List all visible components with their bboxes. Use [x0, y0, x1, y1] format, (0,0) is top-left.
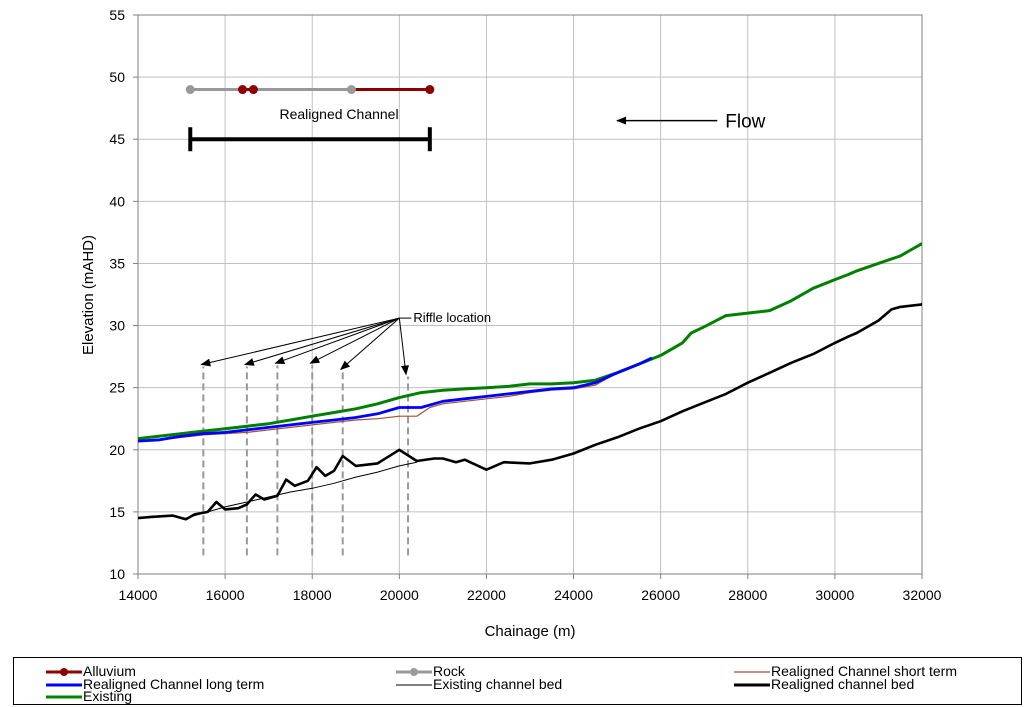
x-axis-label: Chainage (m)	[485, 623, 576, 640]
legend-item-alluvium: Alluvium	[46, 663, 136, 679]
legend: Alluvium Rock Realigned Channel short te…	[13, 657, 1022, 705]
legend-swatch-short-term	[734, 670, 770, 673]
legend-item-rock: Rock	[396, 663, 465, 679]
series-line-existing-bed	[181, 461, 417, 520]
x-tick-label: 18000	[293, 587, 332, 603]
legend-label-rock: Rock	[433, 663, 465, 679]
x-tick-label: 26000	[641, 587, 680, 603]
x-tick-label: 32000	[903, 587, 942, 603]
legend-item-realigned-bed: Realigned channel bed	[734, 676, 915, 692]
y-tick-label: 40	[109, 193, 125, 209]
series-line-long-term	[138, 356, 653, 443]
realigned-channel-label: Realigned Channel	[279, 106, 398, 122]
riffle-label: Riffle location	[413, 310, 491, 325]
legend-swatch-rock	[396, 667, 432, 676]
riffle-arrow	[339, 317, 400, 371]
riffle-arrow	[398, 318, 409, 376]
series-line-existing	[138, 242, 922, 441]
riffle-arrow	[243, 317, 400, 366]
x-tick-label: 28000	[728, 587, 767, 603]
legend-item-existing: Existing	[46, 688, 133, 704]
riffle-arrow	[200, 317, 400, 367]
y-tick-label: 35	[109, 255, 125, 271]
y-tick-label: 55	[109, 7, 125, 23]
x-tick-label: 22000	[467, 587, 506, 603]
series-line-realigned-bed	[138, 301, 922, 521]
plot-frame	[137, 14, 923, 575]
rock-marker	[346, 85, 356, 95]
legend-swatch-long-term	[46, 683, 82, 686]
x-tick-label: 14000	[119, 587, 158, 603]
legend-label-existing: Existing	[83, 688, 133, 704]
legend-swatch-existing	[46, 695, 82, 698]
alluvium-marker	[248, 85, 258, 95]
legend-label-long-term: Realigned Channel long term	[83, 676, 265, 692]
y-tick-label: 30	[109, 318, 125, 334]
legend-swatch-alluvium	[46, 667, 82, 676]
y-tick-label: 50	[109, 69, 125, 85]
legend-swatch-existing-bed	[396, 684, 432, 685]
legend-label-existing-bed: Existing channel bed	[433, 676, 563, 692]
legend-swatch-realigned-bed	[734, 683, 770, 686]
chart-canvas: 14000 16000 18000 20000 22000 24000 26000 28000…	[80, 7, 942, 640]
riffle-arrow	[274, 317, 400, 364]
legend-item-long-term: Realigned Channel long term	[46, 676, 265, 692]
alluvium-marker	[425, 85, 435, 95]
alluvium-marker	[238, 85, 248, 95]
y-tick-label: 45	[109, 131, 125, 147]
legend-label-alluvium: Alluvium	[83, 663, 136, 679]
channel-annotations: Realigned Channel Flow	[185, 85, 766, 152]
series-lines	[138, 242, 922, 521]
x-tick-label: 30000	[815, 587, 854, 603]
y-tick-label: 10	[109, 566, 125, 582]
legend-item-existing-bed: Existing channel bed	[396, 676, 563, 692]
axis-ticks: 14000 16000 18000 20000 22000 24000 26000 28000…	[109, 7, 941, 603]
x-tick-label: 24000	[554, 587, 593, 603]
y-axis-label: Elevation (mAHD)	[80, 235, 97, 355]
flow-label: Flow	[725, 112, 765, 133]
y-tick-label: 15	[109, 504, 125, 520]
rock-marker	[185, 85, 195, 95]
y-tick-label: 20	[109, 442, 125, 458]
x-tick-label: 20000	[380, 587, 419, 603]
y-tick-label: 25	[109, 380, 125, 396]
riffle-arrow	[309, 317, 400, 364]
legend-label-short-term: Realigned Channel short term	[771, 663, 957, 679]
legend-label-realigned-bed: Realigned channel bed	[771, 676, 915, 692]
legend-item-short-term: Realigned Channel short term	[734, 663, 957, 679]
x-tick-label: 16000	[206, 587, 245, 603]
